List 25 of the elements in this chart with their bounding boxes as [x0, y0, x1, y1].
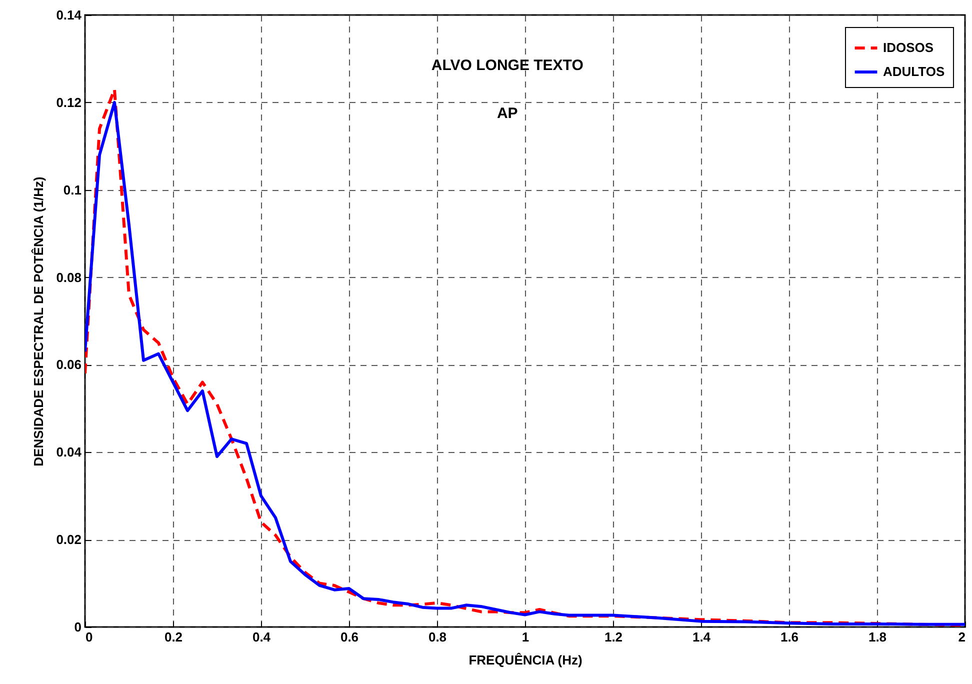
- x-tick-label: 1.4: [692, 630, 712, 644]
- x-tick-label: 1: [522, 630, 530, 644]
- x-tick-label: 2: [958, 630, 966, 644]
- y-tick-label: 0.14: [56, 8, 82, 22]
- x-tick-label: 0.2: [164, 630, 183, 644]
- x-tick-label: 1.8: [868, 630, 887, 644]
- y-tick-label: 0.08: [56, 270, 82, 285]
- x-tick-label: 0: [86, 630, 93, 644]
- annotation: AP: [496, 105, 518, 122]
- y-tick-label: 0.04: [56, 444, 82, 460]
- legend-label: IDOSOS: [883, 40, 934, 55]
- annotation: ALVO LONGE TEXTO: [431, 57, 584, 74]
- y-tick-label: 0.12: [56, 94, 82, 110]
- x-tick-label: 0.6: [340, 630, 359, 644]
- y-tick-label: 0.02: [56, 532, 82, 548]
- legend-label: ADULTOS: [883, 64, 945, 79]
- x-tick-label: 0.4: [252, 630, 272, 644]
- x-tick-label: 1.6: [780, 630, 799, 644]
- y-tick-label: 0: [74, 620, 82, 634]
- x-tick-label: 1.2: [604, 630, 623, 644]
- x-axis-title: FREQUÊNCIA (Hz): [468, 652, 582, 668]
- y-axis-title: DENSIDADE ESPECTRAL DE POTÊNCIA (1/Hz): [31, 176, 46, 466]
- x-tick-label: 0.8: [428, 630, 447, 644]
- y-tick-label: 0.1: [63, 182, 82, 198]
- y-tick-label: 0.06: [56, 357, 82, 372]
